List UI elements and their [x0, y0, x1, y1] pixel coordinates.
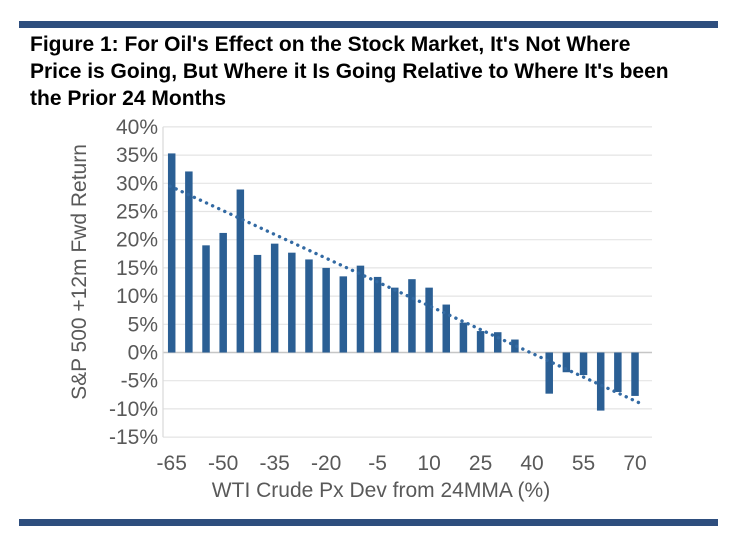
bar — [493, 332, 502, 353]
bar — [545, 352, 553, 394]
figure-title-line: Figure 1: For Oil's Effect on the Stock … — [30, 33, 631, 56]
x-tick-label: -65 — [157, 452, 187, 475]
trendline — [168, 184, 642, 405]
y-tick-label: 5% — [128, 313, 158, 336]
bar — [476, 331, 485, 353]
bar — [185, 171, 193, 353]
bar — [614, 352, 622, 392]
bar — [442, 304, 451, 353]
bar — [322, 267, 330, 353]
bar — [202, 245, 210, 353]
bar — [356, 265, 365, 353]
x-tick-label: -5 — [368, 452, 387, 475]
bar — [305, 259, 313, 353]
y-tick-label: 15% — [116, 257, 158, 280]
bar — [631, 352, 639, 396]
x-tick-label: 55 — [572, 452, 595, 475]
bar — [339, 276, 348, 353]
bar — [459, 322, 468, 353]
bar — [270, 243, 279, 353]
bar — [425, 287, 433, 353]
bar — [391, 287, 399, 353]
y-tick-label: -15% — [109, 426, 158, 449]
x-tick-label: 70 — [623, 452, 646, 475]
y-tick-label: 40% — [116, 116, 158, 139]
y-tick-label: 0% — [128, 342, 158, 365]
x-tick-label: -35 — [259, 452, 289, 475]
y-tick-label: 30% — [116, 172, 158, 195]
bar — [288, 252, 296, 353]
bar — [236, 189, 245, 353]
bar — [596, 352, 605, 411]
bar — [167, 153, 176, 353]
bar — [373, 276, 382, 353]
bar — [408, 279, 416, 353]
bar — [219, 232, 227, 353]
y-tick-label: 25% — [116, 201, 158, 224]
x-tick-label: -20 — [311, 452, 341, 475]
y-tick-label: 20% — [116, 229, 158, 252]
figure-title-line: Price is Going, But Where it Is Going Re… — [30, 60, 669, 83]
y-tick-label: -5% — [121, 370, 158, 393]
top-divider — [19, 21, 718, 28]
bar — [579, 352, 588, 376]
x-tick-label: -50 — [208, 452, 238, 475]
bottom-divider — [19, 519, 718, 526]
figure-title: Figure 1: For Oil's Effect on the Stock … — [30, 31, 730, 112]
y-tick-label: 35% — [116, 144, 158, 167]
y-axis-title: S&P 500 +12m Fwd Return — [68, 144, 91, 400]
figure-title-line: the Prior 24 Months — [30, 87, 227, 110]
bar — [253, 254, 262, 353]
x-axis-title: WTI Crude Px Dev from 24MMA (%) — [212, 479, 550, 502]
x-tick-label: 40 — [520, 452, 543, 475]
x-tick-label: 25 — [469, 452, 492, 475]
y-tick-label: 10% — [116, 285, 158, 308]
bar — [562, 352, 571, 373]
x-tick-label: 10 — [417, 452, 440, 475]
y-tick-label: -10% — [109, 398, 158, 421]
bar — [511, 339, 519, 353]
